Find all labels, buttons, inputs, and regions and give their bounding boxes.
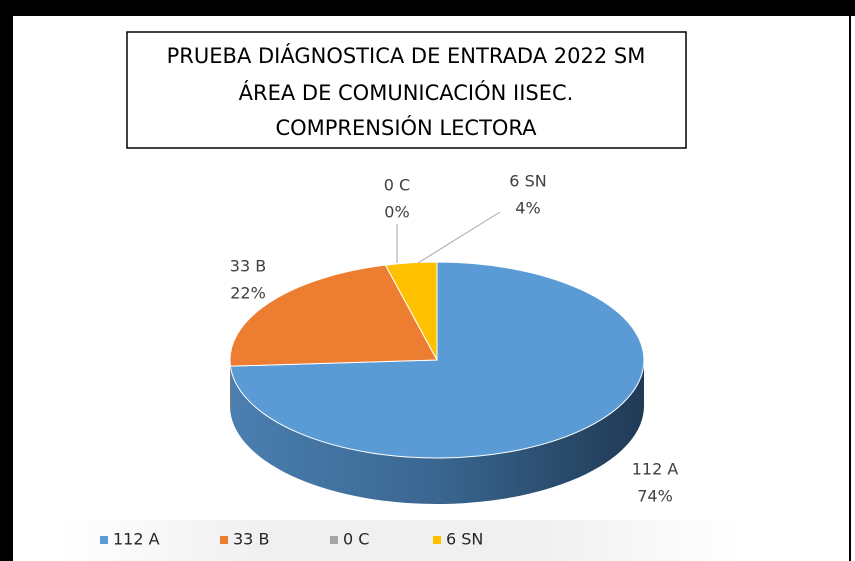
legend-label: 0 C — [343, 530, 369, 549]
chart-title: COMPRENSIÓN LECTORA — [275, 115, 537, 140]
legend-swatch — [433, 536, 441, 544]
chart-title: PRUEBA DIÁGNOSTICA DE ENTRADA 2022 SM — [167, 43, 646, 68]
leader-line — [417, 211, 501, 264]
frame-left — [0, 0, 13, 561]
legend-swatch — [220, 536, 228, 544]
title-box — [126, 31, 687, 149]
legend-swatch — [330, 536, 338, 544]
chart-title: ÁREA DE COMUNICACIÓN IISEC. — [239, 80, 574, 105]
legend-background — [60, 520, 740, 561]
data-label-category: 0 C — [384, 176, 410, 195]
data-label-category: 6 SN — [509, 172, 546, 191]
data-label-value: 22% — [230, 284, 266, 303]
legend-label: 6 SN — [446, 530, 483, 549]
pie-slice — [384, 261, 438, 361]
legend-label: 33 B — [233, 530, 269, 549]
data-label-value: 0% — [384, 203, 409, 222]
data-label-value: 4% — [515, 199, 540, 218]
legend-swatch — [100, 536, 108, 544]
data-label-value: 74% — [637, 487, 673, 506]
data-label-category: 33 B — [230, 257, 266, 276]
frame-right — [849, 16, 851, 561]
frame-top — [0, 0, 855, 16]
pie-slice — [229, 264, 438, 367]
legend-label: 112 A — [113, 530, 160, 549]
pie-side — [230, 360, 645, 505]
data-label-category: 112 A — [632, 460, 679, 479]
